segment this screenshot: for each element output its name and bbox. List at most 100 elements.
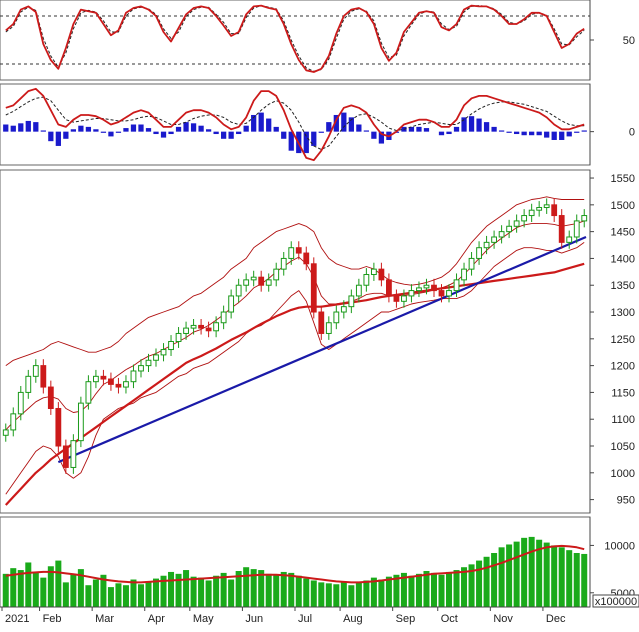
volume-bar [521,537,528,607]
candle-body [138,365,144,372]
volume-bar [573,553,580,607]
candle-body [408,290,415,297]
candle-body [123,381,129,388]
macd-histogram-bar [544,131,550,138]
macd-histogram-bar [536,131,542,136]
volume-bar [333,584,340,607]
candle-body [243,279,250,286]
candle-body [100,375,107,380]
x-axis-month-label: Jul [298,613,312,625]
macd-histogram-bar [416,126,422,132]
volume-bar [536,539,543,607]
macd-histogram-bar [123,128,129,132]
macd-histogram-bar [423,128,430,132]
macd-histogram-bar [10,125,16,132]
bollinger-upper-line [5,196,585,366]
candle-body [175,332,182,342]
candle-body [378,268,385,281]
candle-body [32,365,39,377]
volume-bar [115,583,122,607]
price-tick-label: 1050 [611,441,635,453]
macd-histogram-bar [273,126,279,132]
macd-histogram-bar [115,131,122,133]
volume-bar [235,571,242,607]
macd-histogram-bar [85,126,92,132]
candle-body [393,295,400,302]
macd-histogram-bar [175,126,182,132]
x-axis-month-label: Feb [43,613,62,625]
volume-bar [205,580,212,607]
volume-bar [228,579,235,607]
volume-bar [528,536,535,607]
x-axis-month-label: Aug [343,613,363,625]
candle-body [431,284,437,292]
macd-histogram-bar [326,122,332,132]
candle-body [363,274,370,286]
candle-body [521,215,528,222]
macd-histogram-bar [55,131,61,146]
candle-body [551,204,558,217]
volume-bar [130,579,137,607]
volume-bar [318,582,325,607]
volume-bar [32,572,39,607]
candle-body [115,383,122,388]
macd-histogram-bar [100,131,107,133]
volume-bar [393,574,400,607]
volume-bar [137,584,144,607]
x-axis-month-label: 2021 [5,613,29,625]
x-axis-month-label: Oct [441,613,458,625]
macd-histogram-bar [318,131,324,133]
candle-body [10,413,17,431]
price-tick-label: 1300 [611,307,635,319]
candle-body [303,252,310,265]
volume-unit-box [592,594,639,608]
volume-bar [107,587,114,607]
price-tick-label: 1000 [611,468,635,480]
price-tick-label: 1400 [611,253,635,265]
candle-body [453,279,460,292]
macd-histogram-bar [130,124,137,132]
candle-body [77,402,84,442]
macd-histogram-bar [483,122,490,132]
macd-histogram-bar [258,112,264,132]
macd-histogram-bar [341,112,347,132]
price-tick-label: 1450 [611,227,635,239]
volume-bar [175,573,182,607]
volume-bar [348,585,355,607]
volume-bar [513,541,520,607]
volume-bar [370,577,377,607]
volume-bar [400,572,407,607]
volume-bar [40,577,47,607]
candle-body [536,207,543,211]
macd-histogram-bar [453,126,460,132]
candle-body [93,375,99,383]
volume-bar [145,581,152,607]
candle-body [183,327,189,334]
candle-body [340,306,347,313]
candle-body [55,407,62,447]
macd-histogram-bar [446,131,452,135]
candle-body [423,284,430,289]
macd-histogram-bar [363,130,370,132]
macd-histogram-bar [529,131,535,136]
macd-histogram-bar [266,118,272,132]
candle-body [62,445,69,468]
volume-bar [258,570,265,607]
macd-histogram-bar [228,131,234,139]
candle-body [205,327,212,332]
candle-body [288,247,295,259]
x-axis-month-label: Nov [493,613,513,625]
macd-histogram-bar [408,126,415,132]
candle-body [468,257,475,270]
volume-bar [295,575,302,607]
volume-bar [446,571,453,607]
volume-bar [122,585,129,607]
candle-body [108,378,114,385]
macd-histogram-bar [198,125,204,132]
candle-body [280,257,287,270]
volume-bar [17,570,24,607]
candle-body [213,322,220,332]
stochastic-main-line [5,4,585,73]
candle-body [25,375,32,393]
candle-body [528,209,535,217]
